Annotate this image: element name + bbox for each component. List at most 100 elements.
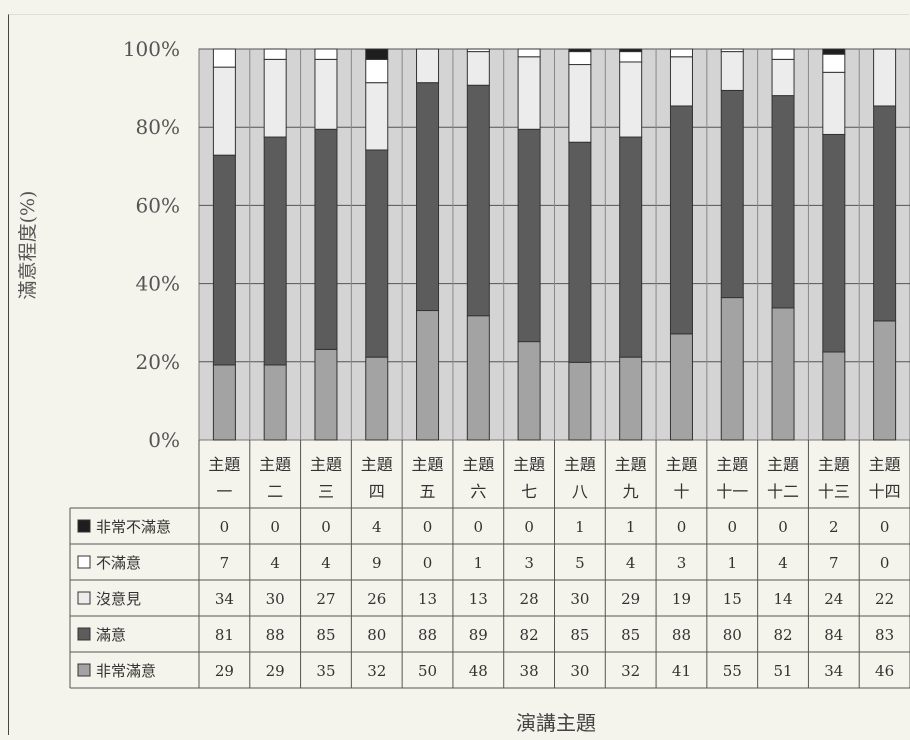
table-cell-value: 1: [727, 554, 737, 572]
table-cell-value: 3: [677, 554, 687, 572]
data-table: 主題一主題二主題三主題四主題五主題六主題七主題八主題九主題十主題十一主題十二主題…: [69, 440, 910, 689]
category-label: 主題: [665, 455, 697, 474]
bar-segment: [263, 364, 287, 441]
table-cell-value: 80: [723, 626, 742, 644]
y-tick-label: 0%: [148, 428, 180, 452]
category-label: 四: [369, 482, 385, 501]
category-label: 主題: [259, 455, 291, 474]
bar-segment: [720, 89, 744, 299]
table-cell-value: 4: [321, 554, 331, 572]
y-tick-label: 80%: [136, 115, 180, 139]
bar-segment: [873, 48, 897, 107]
bar-segment: [669, 105, 693, 335]
table-cell-value: 48: [469, 662, 488, 680]
table-cell-value: 0: [880, 554, 890, 572]
y-tick-label: 100%: [123, 37, 180, 61]
table-cell-value: 14: [773, 590, 792, 608]
table-cell-value: 13: [418, 590, 437, 608]
chart-frame: [8, 14, 909, 735]
table-cell-value: 88: [266, 626, 285, 644]
bar-segment: [365, 58, 389, 84]
bar-segment: [365, 356, 389, 441]
bar-segment: [212, 48, 236, 68]
table-cell-value: 0: [220, 518, 230, 536]
y-tick-label: 20%: [136, 350, 180, 374]
bar-segment: [568, 361, 592, 441]
bar-segment: [263, 136, 287, 366]
bar-segment: [365, 48, 389, 60]
bar-segment: [466, 315, 490, 441]
table-cell-value: 30: [570, 662, 589, 680]
category-label: 九: [623, 482, 639, 501]
bar-segment: [517, 341, 541, 441]
category-label: 主題: [310, 455, 342, 474]
table-cell-value: 0: [270, 518, 280, 536]
y-ticks: 0% 20% 40% 60% 80% 100%: [123, 37, 180, 452]
bar-segment: [720, 51, 744, 91]
x-axis-label: 演講主題: [516, 711, 596, 735]
bar-segment: [212, 154, 236, 366]
table-cell-value: 85: [316, 626, 335, 644]
table-cell-value: 4: [778, 554, 788, 572]
bar-segment: [873, 320, 897, 441]
bar-segment: [314, 48, 338, 60]
bar-segment: [720, 297, 744, 441]
table-cell-value: 29: [266, 662, 285, 680]
table-cell-value: 0: [524, 518, 534, 536]
table-cell-value: 27: [316, 590, 335, 608]
bar-segment: [517, 128, 541, 343]
bar-segment: [568, 141, 592, 363]
category-label: 六: [470, 482, 486, 501]
bar-segment: [822, 48, 846, 55]
category-label: 主題: [462, 455, 494, 474]
category-label: 五: [420, 482, 436, 501]
bar-segment: [619, 61, 643, 138]
table-cell-value: 0: [423, 518, 433, 536]
category-label: 八: [572, 482, 588, 501]
legend-swatch: [77, 519, 91, 533]
bar-segment: [263, 58, 287, 138]
category-label: 三: [318, 482, 334, 501]
category-label: 主題: [361, 455, 393, 474]
bar-segment: [822, 71, 846, 135]
table-cell-value: 0: [321, 518, 331, 536]
bar-segment: [517, 56, 541, 130]
table-cell-value: 0: [778, 518, 788, 536]
table-cell-value: 84: [824, 626, 843, 644]
bar-segment: [517, 48, 541, 58]
category-label: 主題: [615, 455, 647, 474]
table-cell-value: 89: [469, 626, 488, 644]
legend-label: 非常不滿意: [96, 518, 171, 536]
bar-segment: [314, 128, 338, 350]
table-cell-value: 85: [570, 626, 589, 644]
table-cell-value: 35: [316, 662, 335, 680]
table-cell-value: 0: [880, 518, 890, 536]
table-cell-value: 4: [372, 518, 382, 536]
bar-segment: [365, 149, 389, 358]
table-cell-value: 7: [829, 554, 839, 572]
bar-segment: [619, 48, 643, 53]
bar-segment: [822, 133, 846, 353]
category-label: 主題: [564, 455, 596, 474]
bar-segment: [365, 82, 389, 151]
table-cell-value: 7: [220, 554, 230, 572]
y-axis-label: 滿意程度(%): [17, 191, 39, 300]
table-cell-value: 3: [524, 554, 534, 572]
category-label: 主題: [869, 455, 901, 474]
category-label: 主題: [412, 455, 444, 474]
bar-segment: [619, 51, 643, 63]
table-cell-value: 9: [372, 554, 382, 572]
table-cell-value: 29: [215, 662, 234, 680]
bar-segment: [212, 364, 236, 441]
table-cell-value: 83: [875, 626, 894, 644]
category-label: 十二: [767, 482, 799, 501]
table-cell-value: 22: [875, 590, 894, 608]
category-label: 十一: [716, 482, 748, 501]
legend-swatch: [77, 591, 91, 605]
table-cell-value: 0: [677, 518, 687, 536]
bar-segment: [466, 48, 490, 53]
category-label: 主題: [767, 455, 799, 474]
table-cell-value: 32: [367, 662, 386, 680]
bar-segment: [314, 58, 338, 130]
